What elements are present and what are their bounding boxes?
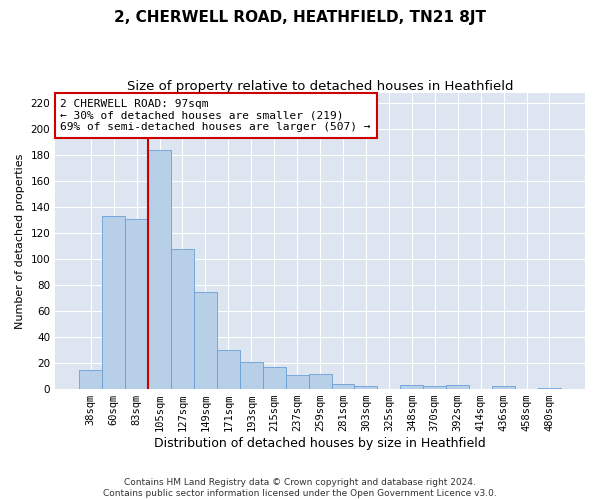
- Text: 2, CHERWELL ROAD, HEATHFIELD, TN21 8JT: 2, CHERWELL ROAD, HEATHFIELD, TN21 8JT: [114, 10, 486, 25]
- Bar: [102, 216, 125, 389]
- Bar: [217, 350, 240, 389]
- Bar: [400, 385, 423, 389]
- Text: Contains HM Land Registry data © Crown copyright and database right 2024.
Contai: Contains HM Land Registry data © Crown c…: [103, 478, 497, 498]
- Bar: [79, 370, 102, 389]
- Bar: [492, 386, 515, 389]
- Bar: [286, 375, 308, 389]
- Bar: [332, 384, 355, 389]
- Bar: [308, 374, 332, 389]
- Bar: [446, 385, 469, 389]
- Text: 2 CHERWELL ROAD: 97sqm
← 30% of detached houses are smaller (219)
69% of semi-de: 2 CHERWELL ROAD: 97sqm ← 30% of detached…: [61, 99, 371, 132]
- Bar: [538, 388, 561, 389]
- Bar: [240, 362, 263, 389]
- Bar: [263, 367, 286, 389]
- X-axis label: Distribution of detached houses by size in Heathfield: Distribution of detached houses by size …: [154, 437, 486, 450]
- Bar: [148, 150, 171, 389]
- Bar: [355, 386, 377, 389]
- Y-axis label: Number of detached properties: Number of detached properties: [15, 154, 25, 328]
- Bar: [171, 249, 194, 389]
- Title: Size of property relative to detached houses in Heathfield: Size of property relative to detached ho…: [127, 80, 514, 93]
- Bar: [423, 386, 446, 389]
- Bar: [125, 219, 148, 389]
- Bar: [194, 292, 217, 389]
